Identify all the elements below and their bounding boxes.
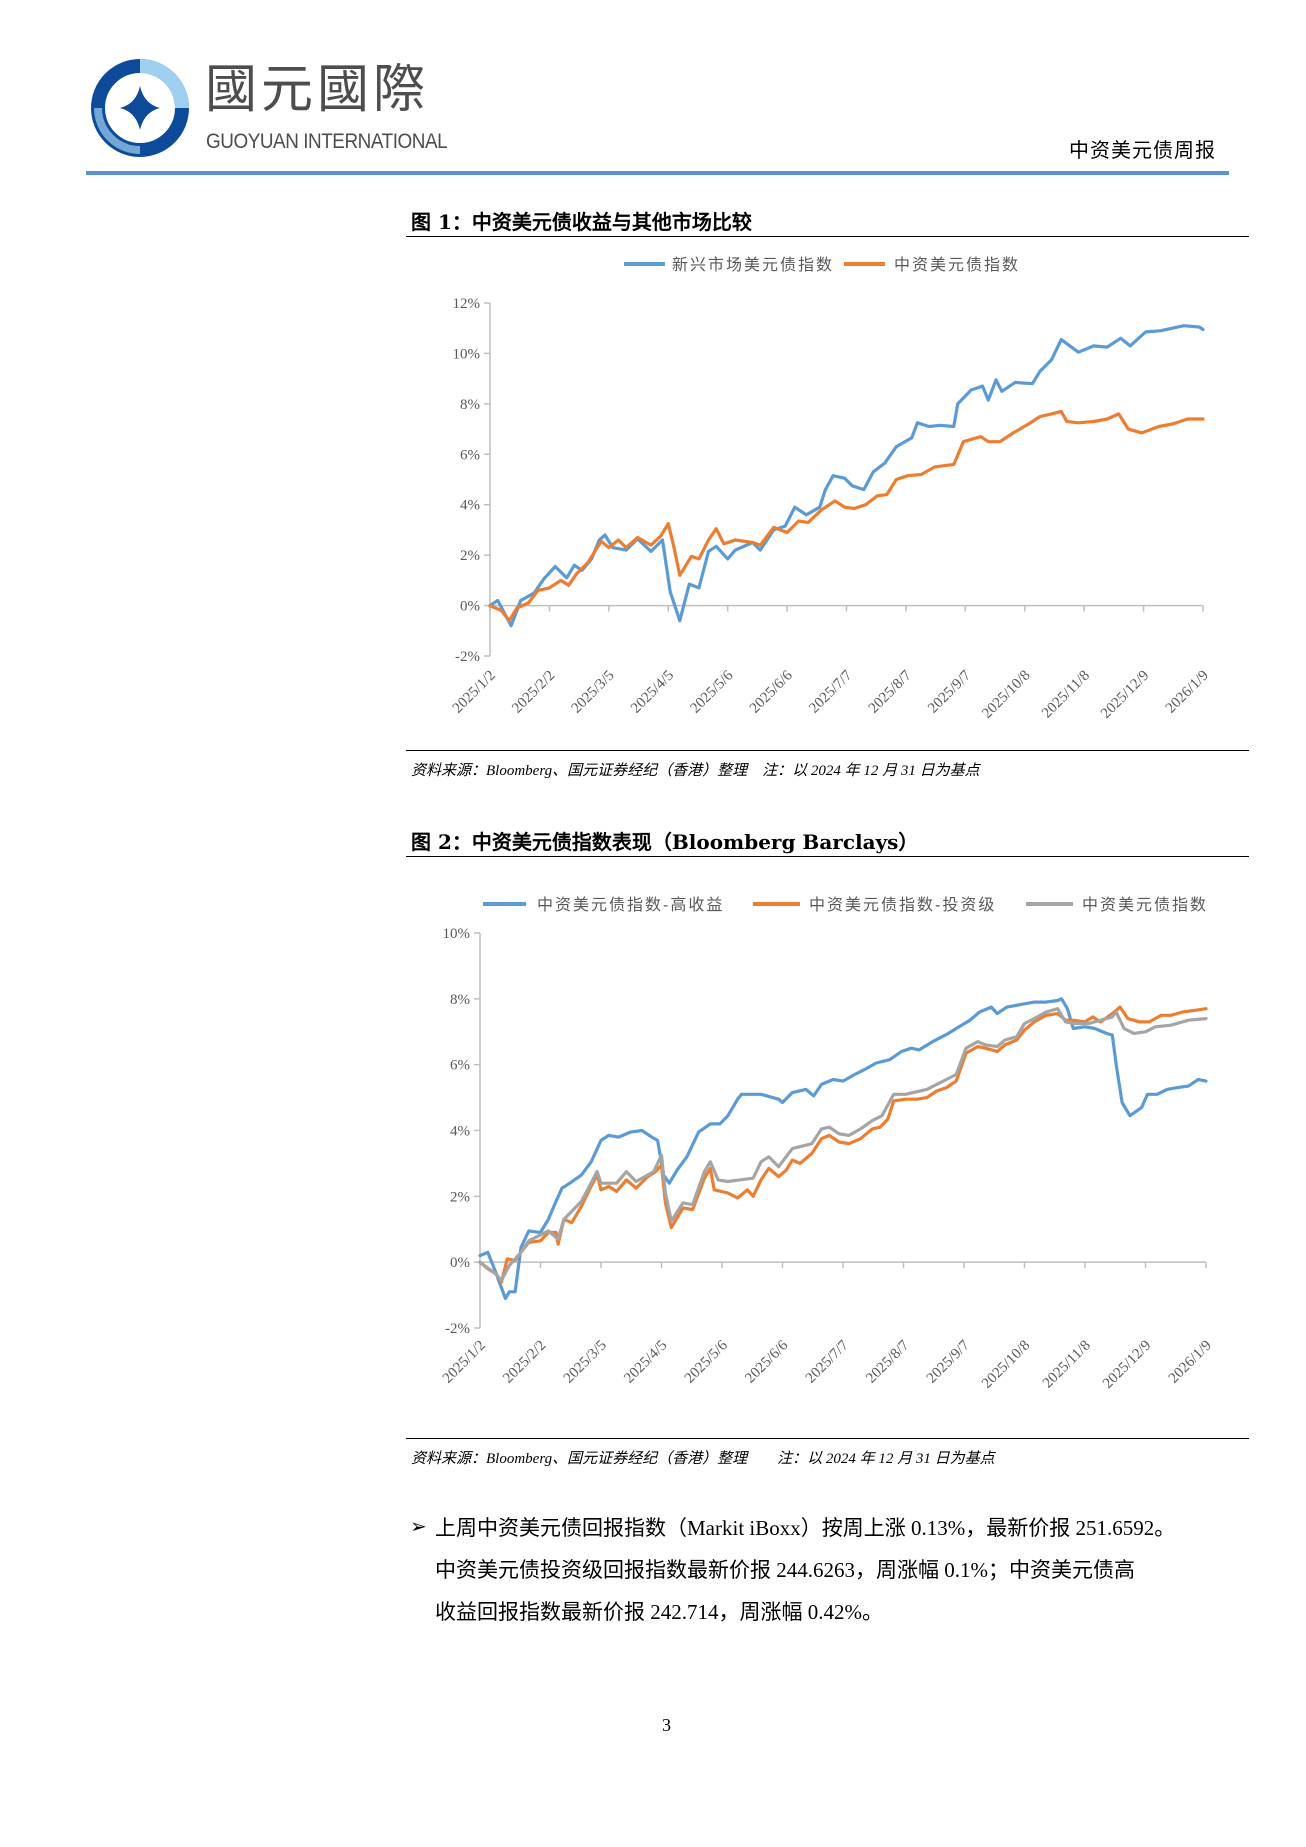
x-tick-label: 2025/6/6 (742, 1337, 791, 1386)
x-tick-label: 2025/3/5 (569, 668, 618, 717)
y-tick-label: 8% (450, 992, 470, 1008)
header-divider (86, 171, 1229, 175)
figure1-source-note: 资料来源：Bloomberg、国元证券经纪（香港）整理 注：以 2024 年 1… (411, 763, 980, 779)
logo-english-name: GUOYUAN INTERNATIONAL (206, 130, 448, 153)
x-tick-label: 2025/12/9 (1098, 668, 1152, 722)
x-tick-label: 2026/1/9 (1166, 1338, 1215, 1387)
logo-chinese-name: 國元國際 (205, 60, 430, 120)
x-tick-label: 2025/10/8 (979, 668, 1033, 722)
arrow-bullet-icon: ➢ (410, 1514, 427, 1538)
y-tick-label: 0% (460, 599, 480, 615)
y-tick-label: 8% (460, 397, 480, 413)
report-name: 中资美元债周报 (1069, 138, 1216, 162)
x-tick-label: 2025/7/7 (803, 1337, 852, 1386)
x-tick-label: 2025/8/7 (866, 667, 915, 716)
y-tick-label: 4% (460, 498, 480, 514)
x-tick-label: 2025/1/2 (450, 668, 499, 717)
chart2-legend: 中资美元债指数-高收益 中资美元债指数-投资级 中资美元债指数 (483, 895, 1208, 914)
x-tick-label: 2025/4/5 (628, 668, 677, 717)
y-tick-label: 12% (453, 296, 481, 312)
x-tick-label: 2025/11/8 (1039, 668, 1093, 722)
chart1-legend: 新兴市场美元债指数 中资美元债指数 (624, 255, 1020, 274)
x-tick-label: 2025/9/7 (924, 1337, 973, 1386)
x-tick-label: 2025/11/8 (1040, 1338, 1094, 1392)
figure1-bottom-rule (406, 750, 1249, 751)
x-tick-label: 2025/7/7 (806, 667, 855, 716)
y-tick-label: 10% (453, 346, 481, 362)
x-tick-label: 2025/10/8 (979, 1338, 1033, 1392)
legend-label-high-yield: 中资美元债指数-高收益 (537, 895, 724, 914)
x-tick-label: 2025/2/2 (509, 668, 558, 717)
x-tick-label: 2025/5/6 (682, 1337, 731, 1386)
x-tick-label: 2026/1/9 (1163, 668, 1212, 717)
series-line-1 (478, 997, 1208, 1301)
y-tick-label: 2% (450, 1189, 470, 1205)
y-tick-label: 10% (443, 926, 471, 942)
legend-label-emerging-market: 新兴市场美元债指数 (672, 255, 834, 274)
guoyuan-logo-icon (91, 59, 189, 157)
x-tick-label: 2025/12/9 (1100, 1338, 1154, 1392)
y-tick-label: 6% (450, 1058, 470, 1074)
figure2-title: 图 2：中资美元债指数表现（Bloomberg Barclays） (411, 830, 919, 854)
y-tick-label: 4% (450, 1124, 470, 1140)
x-tick-label: 2025/9/7 (925, 667, 974, 716)
figure1-title: 图 1：中资美元债收益与其他市场比较 (411, 210, 752, 234)
legend-label-overall-index: 中资美元债指数 (1082, 895, 1208, 914)
y-tick-label: -2% (455, 649, 480, 665)
series-line-1 (488, 324, 1205, 628)
figure2-top-rule (406, 856, 1249, 857)
paragraph-line-2: 中资美元债投资级回报指数最新价报 244.6263，周涨幅 0.1%；中资美元债… (435, 1558, 1135, 1582)
y-tick-label: -2% (445, 1321, 470, 1337)
x-tick-label: 2025/2/2 (500, 1338, 549, 1387)
x-tick-label: 2025/8/7 (863, 1337, 912, 1386)
series-line-2 (488, 409, 1205, 623)
x-tick-label: 2025/4/5 (621, 1338, 670, 1387)
x-tick-label: 2025/3/5 (561, 1338, 610, 1387)
legend-label-investment-grade: 中资美元债指数-投资级 (809, 895, 996, 914)
x-tick-label: 2025/1/2 (440, 1338, 489, 1387)
figure1-top-rule (406, 236, 1249, 237)
x-tick-label: 2025/6/6 (747, 667, 796, 716)
figure2-bottom-rule (406, 1438, 1249, 1439)
paragraph-line-3: 收益回报指数最新价报 242.714，周涨幅 0.42%。 (435, 1600, 883, 1624)
y-tick-label: 6% (460, 447, 480, 463)
legend-label-chinese-usd-bond: 中资美元债指数 (894, 255, 1020, 274)
paragraph-line-1: 上周中资美元债回报指数（Markit iBoxx）按周上涨 0.13%，最新价报… (435, 1516, 1176, 1540)
x-tick-label: 2025/5/6 (687, 667, 736, 716)
page-number: 3 (662, 1715, 671, 1735)
y-tick-label: 2% (460, 548, 480, 564)
y-tick-label: 0% (450, 1255, 470, 1271)
figure2-source-note: 资料来源：Bloomberg、国元证券经纪（香港）整理 注：以 2024 年 1… (411, 1451, 995, 1467)
series-line-3 (478, 1007, 1208, 1282)
series-line-2 (478, 1005, 1208, 1284)
